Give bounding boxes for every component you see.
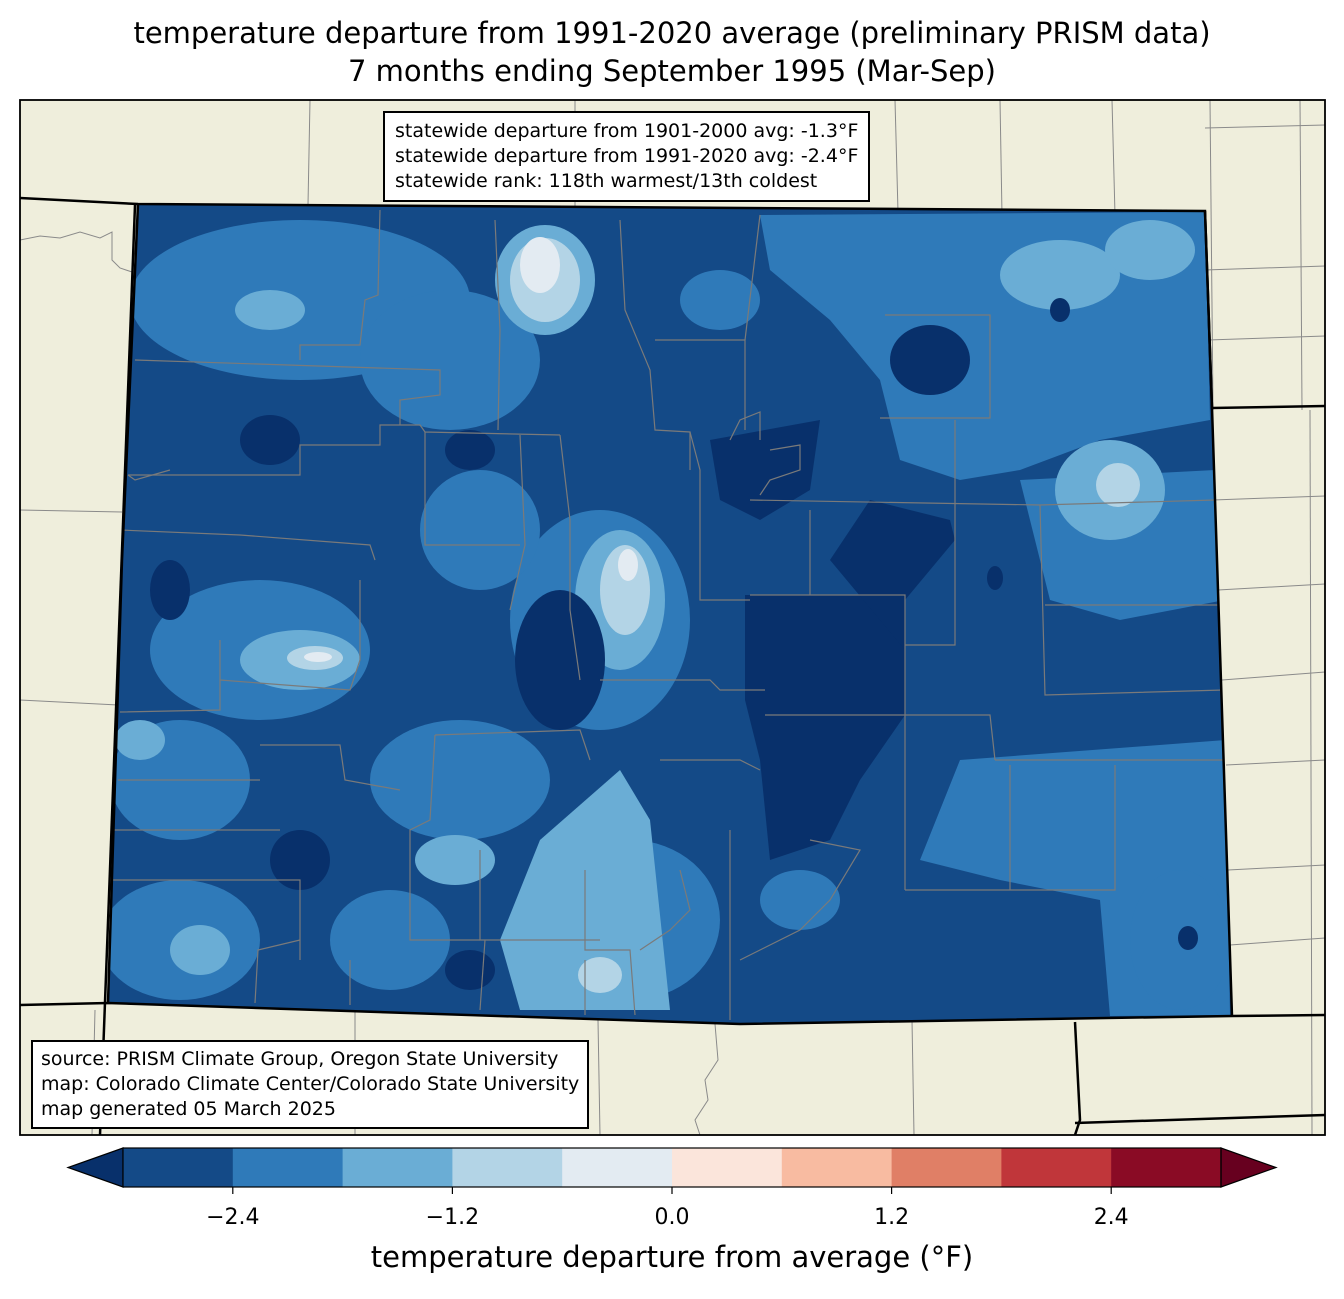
credits-line-3: map generated 05 March 2025 xyxy=(41,1098,336,1120)
colorbar xyxy=(66,1147,1278,1194)
credits-line-2: map: Colorado Climate Center/Colorado St… xyxy=(41,1073,580,1095)
colorbar-tick-label: −2.4 xyxy=(206,1205,260,1230)
colorbar-tick-label: −1.2 xyxy=(425,1205,480,1230)
state-borders xyxy=(20,196,1325,1135)
colorbar-bin xyxy=(891,1148,1002,1187)
colorbar-extend-high xyxy=(1220,1147,1278,1188)
colorbar-bin xyxy=(452,1148,563,1187)
colorbar-bin xyxy=(781,1148,893,1187)
colorbar-tick-label: 1.2 xyxy=(874,1205,910,1230)
colorbar-bin xyxy=(232,1148,344,1187)
neighbor-state-borders xyxy=(20,100,1325,1135)
colorbar-label: temperature departure from average (°F) xyxy=(370,1240,974,1274)
temperature-field xyxy=(108,204,1232,1024)
stats-line-1: statewide departure from 1901-2000 avg: … xyxy=(395,120,859,142)
county-borders xyxy=(110,209,1226,1020)
colorbar-bin xyxy=(1001,1148,1112,1187)
title-line-2: 7 months ending September 1995 (Mar-Sep) xyxy=(348,54,996,88)
credits-box: source: PRISM Climate Group, Oregon Stat… xyxy=(31,1040,590,1129)
colorbar-tick-label: 0.0 xyxy=(654,1205,690,1230)
map-frame xyxy=(19,99,1326,1136)
colorbar-bin xyxy=(1111,1148,1222,1187)
title-line-1: temperature departure from 1991-2020 ave… xyxy=(133,16,1211,50)
colorbar-bin xyxy=(342,1148,453,1187)
colorbar-bin xyxy=(672,1148,783,1187)
colorbar-extend-low xyxy=(66,1147,124,1188)
stats-line-3: statewide rank: 118th warmest/13th colde… xyxy=(395,170,818,192)
colorbar-tick-label: 2.4 xyxy=(1093,1205,1129,1230)
colorbar-bin xyxy=(123,1148,234,1187)
stats-line-2: statewide departure from 1991-2020 avg: … xyxy=(395,145,859,167)
credits-line-1: source: PRISM Climate Group, Oregon Stat… xyxy=(41,1048,559,1070)
colorbar-bin xyxy=(562,1148,673,1187)
statewide-stats-box: statewide departure from 1901-2000 avg: … xyxy=(383,111,871,202)
